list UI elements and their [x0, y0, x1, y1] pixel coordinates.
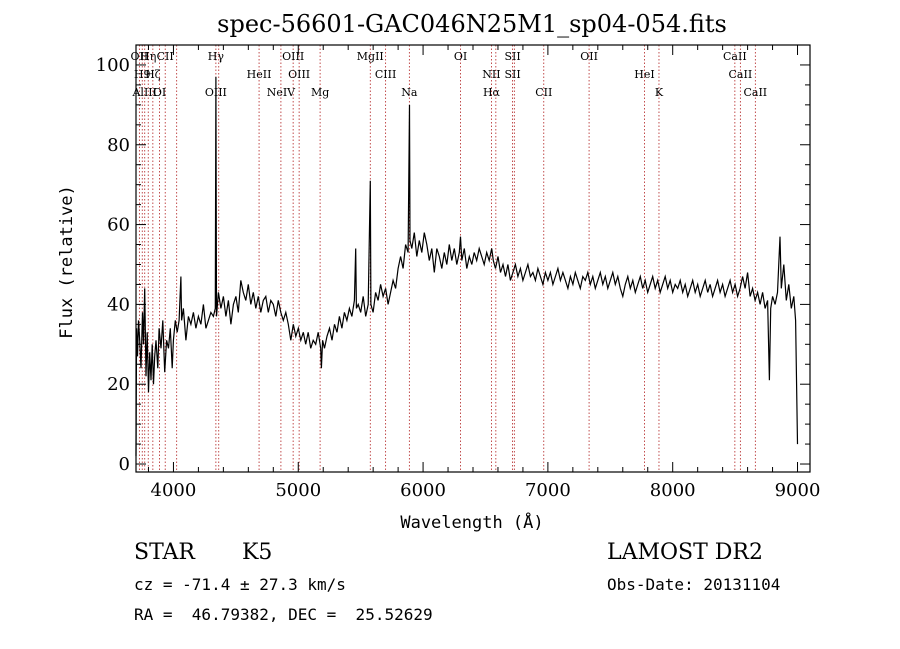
x-tick-label: 6000: [400, 480, 446, 501]
reference-line-labels: OII H9 AlIII Hη Hζ OI CII OIII Hγ HeII NeIV OIII OII…: [131, 50, 768, 99]
x-tick-label: 5000: [275, 480, 321, 501]
reference-line-label: Hη: [140, 50, 156, 63]
reference-line-label: Hγ: [208, 50, 225, 63]
reference-line-label: OIII: [282, 50, 304, 63]
x-tick-label: 9000: [775, 480, 821, 501]
x-axis: 4000 5000 6000 7000 8000 9000: [147, 45, 821, 501]
reference-line-label: OI: [153, 86, 166, 99]
y-axis-label: Flux (relative): [57, 185, 77, 339]
x-axis-label: Wavelength (Å): [400, 511, 543, 533]
reference-line-label: OIII: [288, 68, 310, 81]
y-tick-label: 20: [107, 374, 130, 395]
spectrum-series-line: [135, 76, 799, 457]
y-axis: 0 20 40 60 80 100: [96, 55, 810, 475]
reference-line-label: OII: [131, 50, 149, 63]
y-tick-label: 100: [96, 55, 130, 76]
reference-line-label: SII: [504, 68, 520, 81]
reference-line-label: CII: [157, 50, 174, 63]
reference-line-label: Na: [401, 86, 418, 99]
x-tick-label: 7000: [525, 480, 571, 501]
reference-line-label: CaII: [743, 86, 767, 99]
reference-line-label: MgII: [357, 50, 384, 63]
y-tick-label: 80: [107, 135, 130, 156]
reference-line-label: CIII: [375, 68, 396, 81]
reference-line-label: NII: [482, 68, 500, 81]
x-tick-label: 4000: [151, 480, 197, 501]
chart-title: spec-56601-GAC046N25M1_sp04-054.fits: [217, 10, 727, 38]
reference-line-label: SII: [504, 50, 520, 63]
reference-line-label: CII: [535, 86, 552, 99]
reference-line-label: OII: [580, 50, 598, 63]
reference-line-label: CaII: [729, 68, 753, 81]
y-tick-label: 40: [107, 294, 130, 315]
reference-line-label: K: [655, 86, 664, 99]
redshift-velocity: cz = -71.4 ± 27.3 km/s: [134, 575, 346, 594]
reference-line-label: Mg: [311, 86, 329, 99]
reference-line-label: NeIV: [267, 86, 296, 99]
object-subclass: K5: [242, 540, 273, 565]
reference-line-label: AlIII: [131, 86, 157, 99]
y-tick-label: 60: [107, 215, 130, 236]
reference-line-label: Hα: [483, 86, 501, 99]
coordinates: RA = 46.79382, DEC = 25.52629: [134, 605, 433, 624]
reference-line-label: OI: [454, 50, 467, 63]
reference-line-label: HeII: [247, 68, 272, 81]
observation-date: Obs-Date: 20131104: [607, 575, 781, 594]
x-tick-label: 8000: [650, 480, 696, 501]
y-tick-label: 0: [119, 454, 130, 475]
survey-name: LAMOST DR2: [607, 540, 763, 565]
reference-line-label: CaII: [723, 50, 747, 63]
object-type: STAR: [134, 540, 195, 565]
reference-line-label: Hζ: [145, 68, 161, 81]
reference-line-label: H9: [134, 68, 151, 81]
reference-line-label: HeI: [634, 68, 654, 81]
